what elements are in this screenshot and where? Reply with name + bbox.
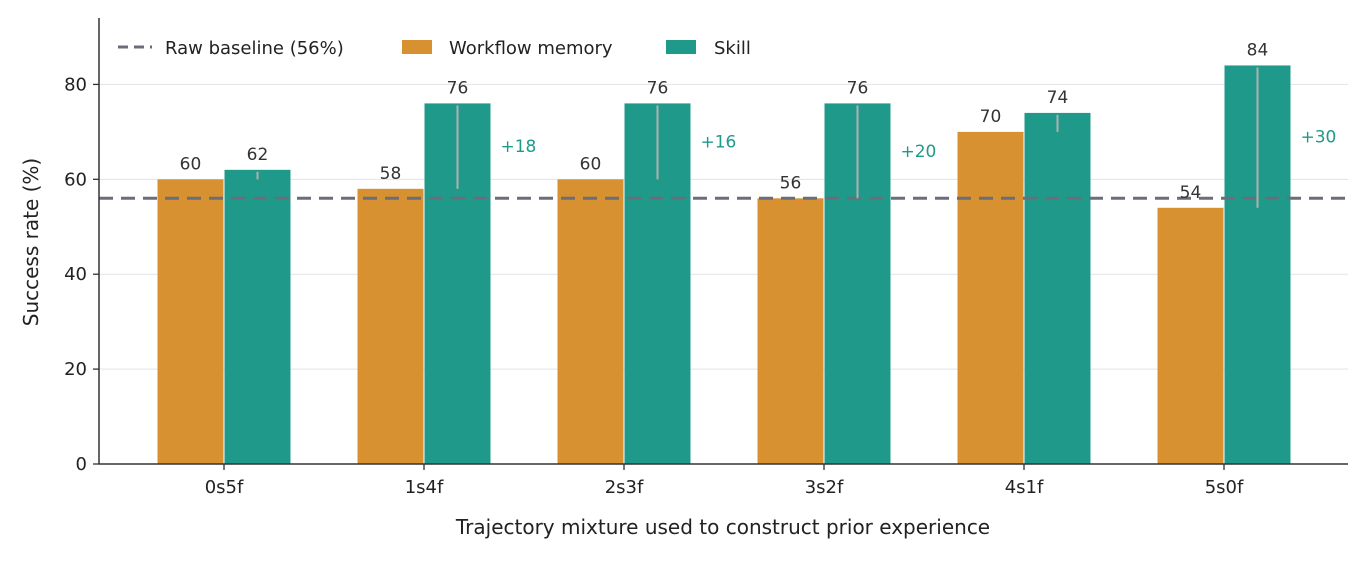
y-tick-label: 40 [64, 264, 87, 285]
axes-layer: 0 20 40 60 80 0s5f 1s4f 2s3f 3s2f 4s1f 5s0f [64, 18, 1348, 498]
delta-label: +30 [1301, 128, 1337, 148]
x-axis-title: Trajectory mixture used to construct pri… [455, 515, 990, 539]
bar-value-label: 84 [1247, 40, 1269, 60]
x-tick-label: 5s0f [1205, 477, 1244, 498]
x-tick-label: 3s2f [805, 477, 844, 498]
bar-value-label: 76 [847, 78, 869, 98]
x-tick-label: 1s4f [405, 477, 444, 498]
bar-workflow-memory [157, 179, 224, 464]
bar-skill [1024, 112, 1091, 464]
legend: Raw baseline (56%) Workflow memory Skill [118, 38, 751, 59]
y-tick-label: 60 [64, 169, 87, 190]
y-tick-label: 80 [64, 74, 87, 95]
legend-skill-label: Skill [714, 38, 751, 59]
legend-skill-swatch [666, 40, 696, 54]
legend-baseline-label: Raw baseline (56%) [165, 38, 344, 59]
y-axis-title: Success rate (%) [19, 158, 43, 326]
grid-layer [99, 83, 1348, 370]
bar-workflow-memory [757, 198, 824, 465]
bar-value-label: 54 [1180, 183, 1202, 203]
bar-value-label: 76 [647, 78, 669, 98]
y-tick-label: 20 [64, 359, 87, 380]
x-tick-label: 2s3f [605, 477, 644, 498]
bar-value-label: 58 [380, 164, 402, 184]
bar-skill [224, 169, 291, 465]
bar-value-label: 74 [1047, 88, 1069, 108]
bar-value-label: 60 [580, 154, 602, 174]
bar-workflow-memory [1157, 207, 1224, 464]
ranges-layer [256, 67, 1259, 208]
delta-label: +18 [501, 137, 537, 157]
bars-layer [157, 65, 1291, 465]
x-tick-label: 4s1f [1005, 477, 1044, 498]
legend-workflow-memory-label: Workflow memory [449, 38, 613, 59]
x-tick-label: 0s5f [205, 477, 244, 498]
delta-label: +16 [701, 132, 737, 152]
labels-layer: 60 62 58 76 +18 60 76 +16 56 76 +20 70 74 54 84 +30 [180, 40, 1337, 202]
bar-value-label: 60 [180, 154, 202, 174]
y-tick-label: 0 [76, 454, 87, 475]
bar-workflow-memory [357, 188, 424, 464]
bar-value-label: 62 [247, 145, 269, 165]
delta-label: +20 [901, 142, 937, 162]
bar-workflow-memory [957, 131, 1024, 464]
legend-workflow-memory-swatch [402, 40, 432, 54]
bar-workflow-memory [557, 179, 624, 464]
bar-value-label: 76 [447, 78, 469, 98]
bar-value-label: 70 [980, 107, 1002, 127]
bar-value-label: 56 [780, 173, 802, 193]
